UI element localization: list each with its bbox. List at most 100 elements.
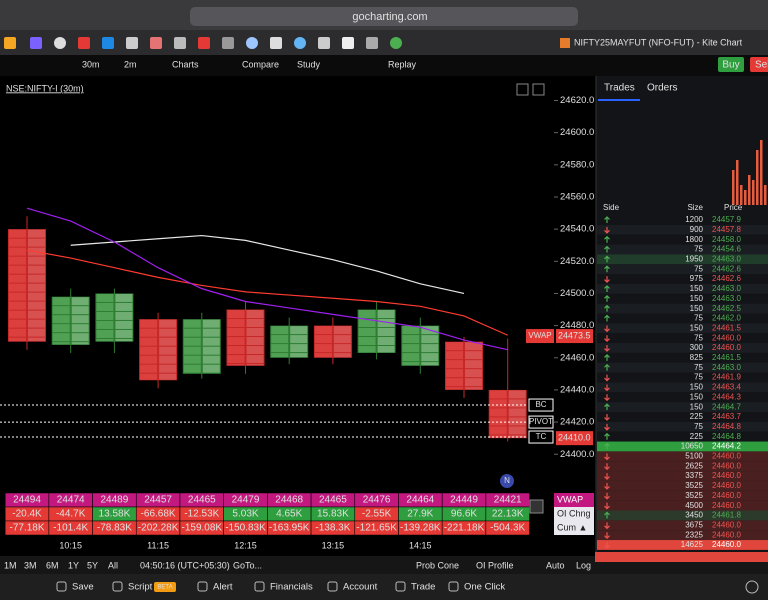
trade-row <box>597 303 768 314</box>
sell-arrow <box>604 394 610 402</box>
price-marker-label: 24473.5 <box>558 330 591 340</box>
trade-price: 24460.0 <box>712 520 741 529</box>
status-option[interactable]: Log <box>576 560 591 570</box>
price-marker-label: 24410.0 <box>558 433 591 443</box>
toolbar-item[interactable]: Compare <box>242 59 279 69</box>
collapse-icon[interactable] <box>516 83 529 96</box>
footprint-cell <box>96 329 114 338</box>
footprint-cell <box>140 373 158 380</box>
status-option[interactable]: Prob Cone <box>416 560 459 570</box>
footprint-cell <box>52 342 70 345</box>
footprint-cell <box>202 364 220 373</box>
help-icon[interactable] <box>745 580 759 594</box>
trade-size: 150 <box>690 294 704 303</box>
status-option[interactable]: Auto <box>546 560 565 570</box>
footprint-cell <box>446 378 463 387</box>
footprint-cell <box>9 310 26 319</box>
footprint-cell <box>159 346 177 355</box>
toolbar-item[interactable]: Study <box>297 59 321 69</box>
footer-item[interactable]: Alert <box>213 582 233 593</box>
footer-item[interactable]: Script <box>128 582 153 593</box>
trade-size: 1200 <box>685 215 703 224</box>
footprint-cell <box>290 335 308 344</box>
sell-button[interactable] <box>750 57 768 72</box>
table-value: 24457 <box>144 495 172 506</box>
table-value: -66.68K <box>141 509 176 520</box>
panel-tab[interactable]: Orders <box>647 83 678 94</box>
volume-bar <box>740 185 743 205</box>
volume-bar <box>752 180 755 205</box>
indicator-line <box>70 234 465 295</box>
trade-size: 2625 <box>685 461 703 470</box>
toolbar <box>0 55 768 76</box>
trade-size: 150 <box>690 383 704 392</box>
range-button[interactable]: 1Y <box>68 560 79 570</box>
status-bar <box>0 556 768 574</box>
trade-size: 10650 <box>681 442 704 451</box>
trade-size: 1800 <box>685 235 703 244</box>
footer-item[interactable]: Save <box>72 582 94 593</box>
toolbar-item[interactable]: 2m <box>124 59 137 69</box>
url-field[interactable] <box>190 7 578 26</box>
footprint-cell <box>9 229 26 238</box>
toolbar-item[interactable]: Replay <box>388 59 417 69</box>
goto[interactable]: GoTo... <box>233 560 262 570</box>
range-button[interactable]: All <box>108 560 118 570</box>
expand-icon[interactable] <box>532 83 545 96</box>
footprint-cell <box>227 355 245 364</box>
trade-row <box>597 323 768 334</box>
toolbar-item[interactable]: Charts <box>172 59 199 69</box>
trade-size: 150 <box>690 284 704 293</box>
range-button[interactable]: 6M <box>46 560 59 570</box>
footprint-cell <box>246 328 264 337</box>
table-value: 13.58K <box>99 509 131 520</box>
table-value: 24449 <box>450 495 478 506</box>
footprint-cell <box>28 256 45 265</box>
volume-bar <box>736 160 739 205</box>
chart-title: NSE:NIFTY-I (30m) <box>6 83 84 93</box>
footprint-cell <box>71 297 89 306</box>
buy-arrow <box>604 403 610 411</box>
trade-row <box>597 392 768 403</box>
x-tick-label: 11:15 <box>147 540 169 550</box>
footprint-cell <box>314 335 332 344</box>
trade-row <box>597 490 768 501</box>
beta-label: BETA <box>157 585 172 591</box>
sell-arrow <box>604 463 610 471</box>
x-tick-label: 14:15 <box>409 540 432 550</box>
range-button[interactable]: 5Y <box>87 560 98 570</box>
table-value: -78.83K <box>97 523 132 534</box>
footer-item[interactable]: One Click <box>464 582 505 593</box>
footprint-cell <box>28 265 45 274</box>
table-value: 24476 <box>363 495 391 506</box>
footprint-cell <box>28 229 45 238</box>
column-header: Side <box>603 203 620 212</box>
url: gocharting.com <box>352 11 427 23</box>
close-table[interactable] <box>529 499 544 514</box>
volume-bar <box>756 150 759 205</box>
level-label: TC <box>536 432 547 441</box>
footer-item[interactable]: Trade <box>411 582 435 593</box>
buy-arrow <box>604 314 610 322</box>
row-label: Cum ▲ <box>557 522 587 532</box>
footprint-cell <box>140 328 158 337</box>
range-button[interactable]: 1M <box>4 560 17 570</box>
buy-button[interactable] <box>718 57 744 72</box>
footprint-cell <box>9 274 26 283</box>
trade-row <box>597 254 768 265</box>
toolbar-item[interactable]: 30m <box>82 59 100 69</box>
news-icon[interactable] <box>500 474 514 488</box>
trade-size: 5100 <box>685 452 703 461</box>
trade-price: 24464.8 <box>712 432 741 441</box>
table-value: 5.03K <box>232 509 258 520</box>
sell-arrow <box>604 374 610 382</box>
panel-tab[interactable]: Trades <box>604 83 635 94</box>
sell-arrow <box>604 532 610 540</box>
footer-item[interactable]: Financials <box>270 582 313 593</box>
range-button[interactable]: 3M <box>24 560 37 570</box>
trade-size: 3525 <box>685 491 703 500</box>
status-option[interactable]: OI Profile <box>476 560 514 570</box>
footer-item[interactable]: Account <box>343 582 378 593</box>
marker-name: VWAP <box>528 331 551 340</box>
volume-bar <box>760 140 763 205</box>
